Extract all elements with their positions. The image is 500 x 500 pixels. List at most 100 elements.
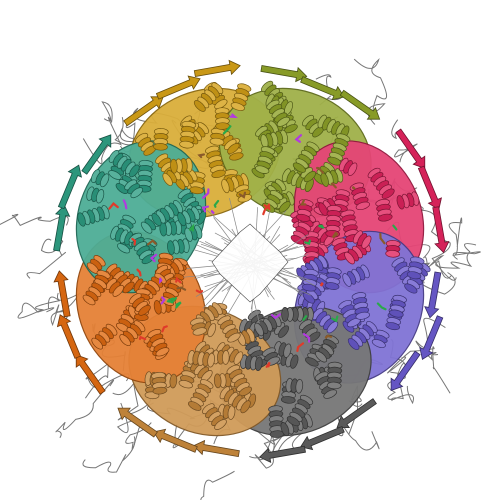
chain-gold-helix [170, 157, 193, 174]
chain-gray-helix [285, 377, 304, 394]
chain-olive-beta-strand [260, 64, 308, 83]
chain-gray-helix [268, 405, 285, 438]
chain-purple-helix [371, 329, 390, 348]
chain-orange-helix [86, 255, 106, 274]
chain-tan-helix [212, 349, 230, 365]
chain-gray-beta-strand [258, 445, 306, 463]
loop-strand [200, 470, 235, 500]
chain-tan-helix [217, 315, 241, 343]
chain-pink-helix [375, 198, 393, 222]
chain-purple-helix [351, 292, 371, 320]
chain-gold-helix [230, 83, 252, 111]
chain-olive-helix [320, 168, 344, 187]
residue-stick [238, 191, 247, 199]
chain-olive-helix [266, 99, 290, 127]
chain-teal-helix [124, 179, 143, 199]
residue-stick [379, 232, 386, 245]
residue-stick [316, 166, 324, 174]
chain-gold-helix [153, 128, 169, 151]
chain-orange-helix [82, 278, 108, 306]
chain-olive-helix [255, 146, 276, 174]
chain-purple-helix [342, 264, 370, 287]
chain-teal-helix [177, 206, 201, 227]
residue-stick [213, 199, 220, 208]
chain-gold-helix [193, 82, 224, 112]
chain-gray-helix [281, 307, 314, 322]
residue-stick [300, 199, 307, 206]
chain-gold-beta-strand [155, 75, 201, 100]
residue-stick [202, 188, 210, 199]
loop-strand [82, 436, 136, 473]
chain-pink-beta-strand [395, 128, 426, 170]
residue-stick [201, 205, 210, 213]
residue-stick [318, 224, 325, 229]
chain-tan-beta-strand [152, 428, 198, 453]
chain-teal-helix [167, 238, 190, 255]
chain-purple-beta-strand [390, 350, 421, 392]
chain-gold-helix [135, 132, 157, 156]
chain-orange-helix [129, 293, 151, 316]
residue-stick [294, 134, 303, 143]
residue-stick [136, 268, 142, 277]
chain-pink-helix [304, 231, 320, 264]
chain-purple-beta-strand [419, 315, 444, 361]
chain-orange-helix [91, 323, 118, 350]
chain-orange-beta-strand [75, 354, 106, 395]
beta-sheet-arrows [53, 59, 450, 463]
residue-stick [195, 289, 204, 294]
chain-orange-helix [141, 272, 167, 299]
chain-tan-beta-strand [117, 407, 158, 438]
chain-pink-helix [325, 205, 342, 238]
residue-stick [330, 182, 337, 189]
loop-strand [448, 217, 481, 260]
chain-tan-helix [190, 317, 207, 336]
residue-stick [270, 313, 282, 320]
residue-stick [160, 296, 166, 305]
chain-gray-beta-strand [299, 425, 345, 451]
loop-strand [0, 213, 69, 227]
residue-stick [108, 202, 119, 210]
chain-pink-beta-strand [417, 165, 442, 211]
chain-olive-helix [292, 141, 320, 173]
chain-gray-helix [315, 343, 334, 363]
chain-teal-helix [136, 159, 154, 193]
residue-stick [167, 297, 175, 304]
chain-tan-helix [202, 403, 227, 430]
chain-pink-helix [331, 237, 351, 261]
chain-olive-helix [281, 168, 314, 192]
central-channel [211, 223, 289, 303]
chain-pink-helix [338, 157, 358, 176]
chain-gold-helix [162, 167, 182, 186]
chain-teal-beta-strand [81, 134, 112, 175]
residue-stick [188, 223, 195, 232]
chain-olive-beta-strand [339, 89, 381, 120]
chain-orange-helix [119, 320, 146, 347]
loop-strand [387, 371, 414, 405]
chain-gold-helix [204, 145, 226, 179]
chain-pink-helix [349, 182, 370, 211]
chain-gold-beta-strand [193, 59, 241, 78]
loop-strand [55, 379, 114, 439]
chain-olive-beta-strand [300, 76, 345, 101]
chain-olive-helix [260, 129, 288, 149]
chain-purple-helix [347, 321, 378, 351]
chain-tan-helix [226, 364, 253, 397]
chain-pink-helix [367, 167, 395, 199]
residue-stick [351, 186, 356, 190]
residue-stick [302, 314, 308, 321]
residue-stick [229, 113, 238, 119]
chain-gold-helix [179, 120, 197, 149]
residue-stick [324, 334, 333, 339]
residue-stick [392, 224, 398, 231]
chain-tan-helix [151, 371, 168, 395]
residue-stick [302, 332, 311, 343]
chain-tan-helix [219, 386, 251, 414]
residue-stick [131, 237, 137, 246]
residue-stick [296, 342, 305, 352]
chain-gray-helix [326, 361, 343, 390]
residue-stick [304, 239, 311, 246]
residue-stick [122, 199, 128, 210]
residue-stick [149, 253, 158, 263]
chain-gray-beta-strand [336, 398, 377, 429]
